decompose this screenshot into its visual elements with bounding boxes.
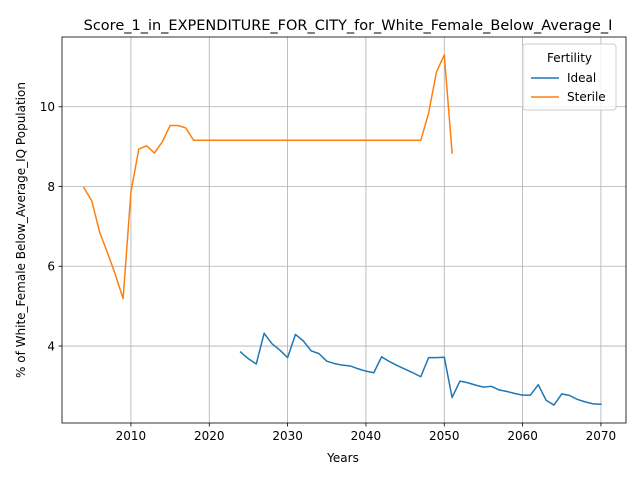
y-tick-label: 10	[40, 100, 55, 114]
x-tick-label: 2010	[116, 429, 147, 443]
x-tick-label: 2020	[194, 429, 225, 443]
legend-label-sterile: Sterile	[567, 90, 606, 104]
x-tick-label: 2040	[351, 429, 382, 443]
x-tick-label: 2030	[272, 429, 303, 443]
x-tick-label: 2060	[507, 429, 538, 443]
legend: Fertility Ideal Sterile	[523, 44, 616, 110]
x-axis-label: Years	[326, 451, 359, 465]
x-tick-label: 2070	[586, 429, 617, 443]
y-axis-label: % of White_Female Below_Average_IQ Popul…	[14, 82, 28, 378]
chart-title: Score_1_in_EXPENDITURE_FOR_CITY_for_Whit…	[84, 18, 613, 34]
x-tick-label: 2050	[429, 429, 460, 443]
y-tick-label: 6	[47, 260, 55, 274]
legend-title: Fertility	[547, 51, 592, 65]
y-tick-label: 8	[47, 180, 55, 194]
legend-label-ideal: Ideal	[567, 71, 596, 85]
y-tick-label: 4	[47, 339, 55, 353]
